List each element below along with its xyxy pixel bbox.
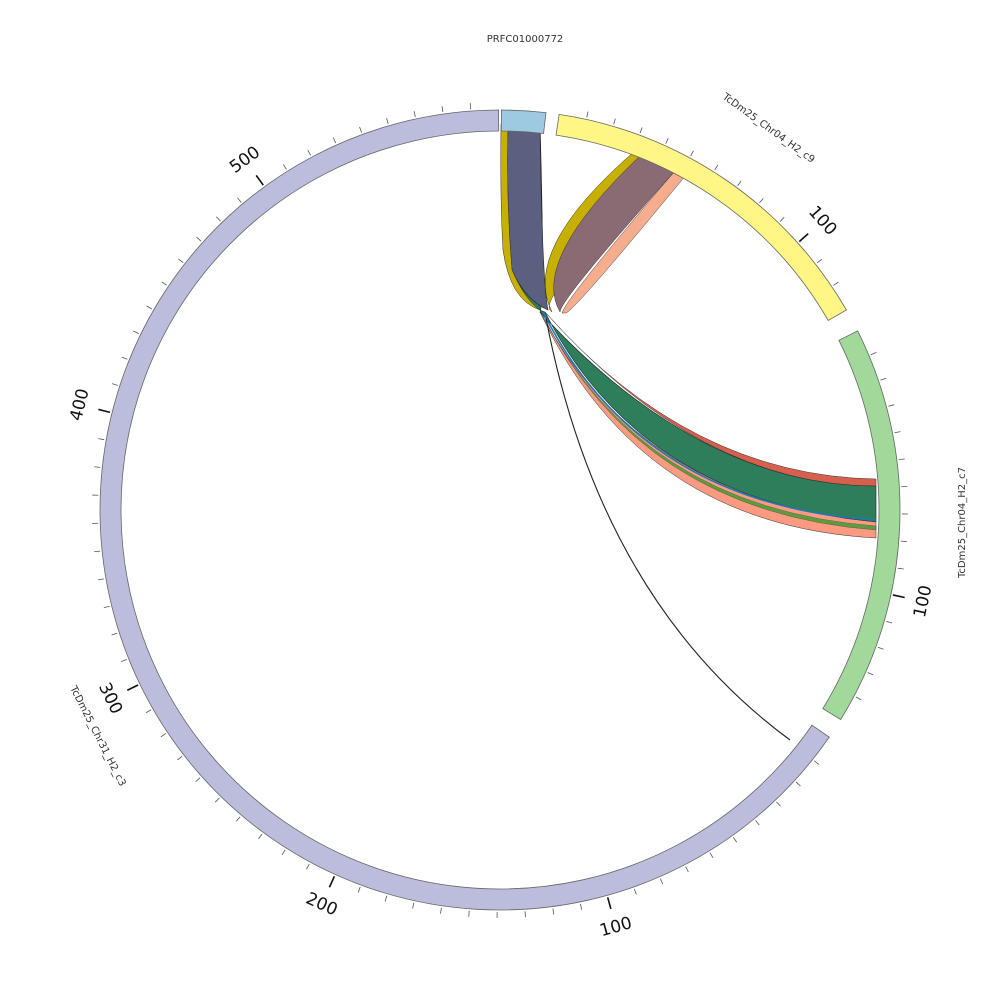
- contig-label-c9: TcDm25_Chr04_H2_c9: [719, 91, 816, 166]
- contig-arc-3: [100, 110, 829, 910]
- minor-tick: [634, 889, 636, 895]
- minor-tick: [817, 259, 822, 263]
- minor-tick: [715, 165, 718, 170]
- minor-tick: [147, 306, 152, 309]
- minor-tick: [856, 697, 861, 700]
- minor-tick: [738, 181, 742, 186]
- minor-tick: [888, 405, 894, 407]
- contig-label-prfc: PRFC01000772: [487, 34, 564, 45]
- minor-tick: [283, 164, 286, 169]
- tick-label-200: 200: [303, 889, 341, 921]
- tick-label-300: 300: [94, 680, 126, 718]
- minor-tick: [776, 802, 780, 806]
- minor-tick: [755, 820, 759, 825]
- minor-tick: [442, 106, 443, 112]
- minor-tick: [733, 837, 736, 842]
- tick-label-100: 100: [804, 202, 841, 240]
- minor-tick: [614, 119, 616, 125]
- minor-tick: [886, 621, 892, 623]
- minor-tick: [162, 282, 167, 285]
- major-tick: [893, 595, 905, 598]
- minor-tick: [94, 551, 100, 552]
- minor-tick: [895, 432, 901, 433]
- minor-tick: [94, 467, 100, 468]
- major-tick: [329, 876, 334, 887]
- minor-tick: [122, 357, 128, 359]
- minor-tick: [387, 118, 389, 124]
- minor-tick: [660, 879, 662, 885]
- minor-tick: [868, 672, 873, 674]
- contig-label-c7: TcDm25_Chr04_H2_c7: [957, 467, 968, 579]
- minor-tick: [385, 896, 387, 902]
- minor-tick: [259, 834, 263, 839]
- minor-tick: [686, 867, 689, 872]
- minor-tick: [177, 756, 182, 760]
- minor-tick: [833, 282, 838, 285]
- minor-tick: [666, 138, 668, 143]
- minor-tick: [710, 853, 713, 858]
- major-tick: [98, 409, 110, 412]
- minor-tick: [237, 198, 241, 203]
- minor-tick: [360, 127, 362, 133]
- minor-tick: [98, 579, 104, 580]
- minor-tick: [871, 352, 877, 354]
- minor-tick: [414, 111, 415, 117]
- tick-label-400: 400: [66, 387, 93, 423]
- minor-tick: [98, 439, 104, 440]
- minor-tick: [580, 904, 581, 910]
- minor-tick: [814, 761, 819, 765]
- minor-tick: [308, 150, 311, 155]
- tick-label-100: 100: [598, 913, 635, 941]
- minor-tick: [196, 778, 200, 782]
- minor-tick: [161, 734, 166, 737]
- minor-tick: [878, 647, 884, 649]
- minor-tick: [216, 217, 220, 221]
- minor-tick: [146, 710, 151, 713]
- minor-tick: [553, 909, 554, 915]
- minor-tick: [899, 459, 905, 460]
- minor-tick: [358, 887, 360, 893]
- minor-tick: [333, 138, 335, 143]
- minor-tick: [898, 568, 904, 569]
- major-tick: [608, 897, 611, 909]
- minor-tick: [236, 817, 240, 822]
- minor-tick: [133, 331, 138, 334]
- minor-tick: [780, 217, 784, 221]
- minor-tick: [691, 151, 694, 156]
- minor-tick: [121, 659, 127, 661]
- tick-label-100: 100: [910, 584, 936, 620]
- minor-tick: [215, 798, 219, 802]
- minor-tick: [104, 606, 110, 607]
- major-tick: [256, 175, 263, 185]
- minor-tick: [413, 903, 414, 909]
- minor-tick: [197, 237, 201, 241]
- contig-arc-0: [501, 110, 546, 134]
- tick-label-500: 500: [226, 142, 264, 177]
- minor-tick: [441, 908, 442, 914]
- minor-tick: [112, 633, 118, 635]
- minor-tick: [282, 850, 285, 855]
- minor-tick: [178, 259, 183, 263]
- major-tick: [799, 234, 808, 242]
- major-tick: [127, 685, 138, 690]
- minor-tick: [880, 378, 886, 380]
- minor-tick: [306, 864, 309, 869]
- minor-tick: [640, 128, 642, 134]
- link-prfc-c7-a: [502, 122, 876, 522]
- minor-tick: [112, 384, 118, 386]
- minor-tick: [587, 112, 588, 118]
- minor-tick: [759, 198, 763, 203]
- minor-tick: [796, 782, 800, 786]
